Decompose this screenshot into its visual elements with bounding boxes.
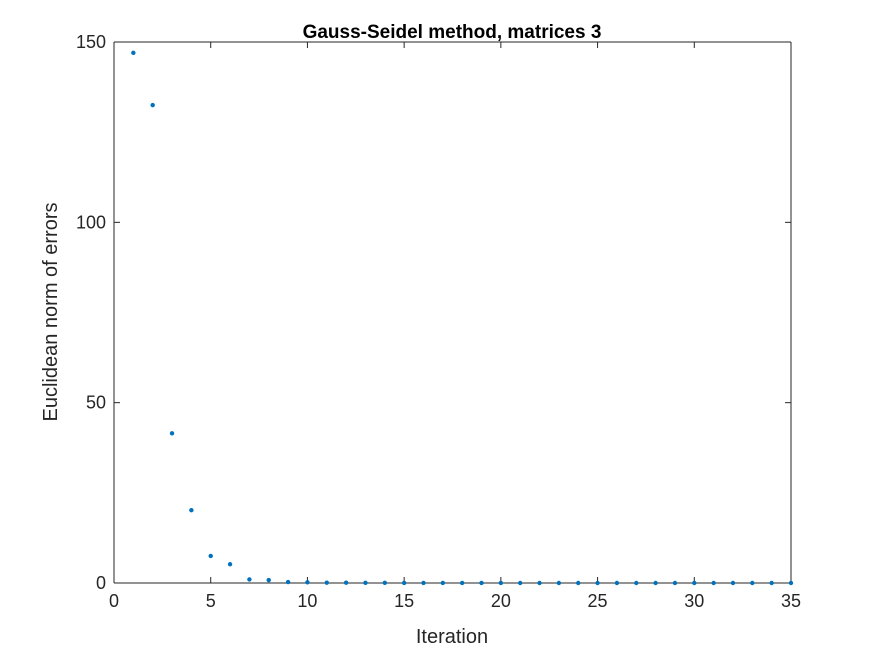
data-point <box>285 579 291 585</box>
x-tick-label: 35 <box>781 591 801 611</box>
x-tick-label: 30 <box>684 591 704 611</box>
plot-area <box>114 42 791 583</box>
data-point <box>305 580 310 585</box>
axes-frame <box>113 41 792 584</box>
data-point <box>324 580 329 585</box>
data-point <box>150 102 155 108</box>
data-point <box>769 580 774 586</box>
data-point <box>750 580 755 586</box>
data-point <box>247 577 252 582</box>
x-tick-label: 25 <box>588 591 608 611</box>
data-point <box>266 577 271 583</box>
data-point <box>576 580 581 586</box>
data-point <box>730 580 736 586</box>
x-tick-label: 15 <box>394 591 414 611</box>
y-tick-label: 150 <box>76 32 106 52</box>
data-point <box>556 580 562 586</box>
x-axis-label: Iteration <box>416 626 488 648</box>
data-point <box>634 580 639 586</box>
data-point <box>131 50 136 56</box>
data-point <box>189 507 194 513</box>
data-point <box>421 580 426 586</box>
data-point <box>595 580 600 586</box>
data-point <box>363 580 368 586</box>
chart-title: Gauss-Seidel method, matrices 3 <box>303 22 602 43</box>
data-point <box>518 580 523 586</box>
x-tick-label: 10 <box>297 591 317 611</box>
data-point <box>401 580 407 586</box>
x-tick-label: 0 <box>109 591 119 611</box>
y-axis-label: Euclidean norm of errors <box>40 203 62 422</box>
data-point <box>788 580 794 586</box>
data-point <box>440 580 446 586</box>
data-point <box>692 580 697 586</box>
data-point <box>208 553 213 559</box>
data-point <box>711 580 716 586</box>
data-point <box>653 580 658 586</box>
ticks: 0 5 10 15 20 25 30 35 0 50 100 150 <box>76 32 801 611</box>
x-tick-label: 5 <box>206 591 216 611</box>
data-point <box>169 431 175 436</box>
y-tick-label: 0 <box>96 573 106 593</box>
data-point <box>227 562 233 567</box>
data-point <box>382 580 387 586</box>
x-tick-label: 20 <box>491 591 511 611</box>
data-point <box>537 580 542 586</box>
data-point <box>614 580 620 586</box>
data-point <box>343 580 349 585</box>
data-markers <box>131 50 794 586</box>
data-point <box>459 580 465 586</box>
data-point <box>479 580 484 586</box>
data-point <box>672 580 678 586</box>
y-tick-label: 100 <box>76 212 106 232</box>
y-tick-label: 50 <box>86 393 106 413</box>
data-point <box>498 580 504 586</box>
